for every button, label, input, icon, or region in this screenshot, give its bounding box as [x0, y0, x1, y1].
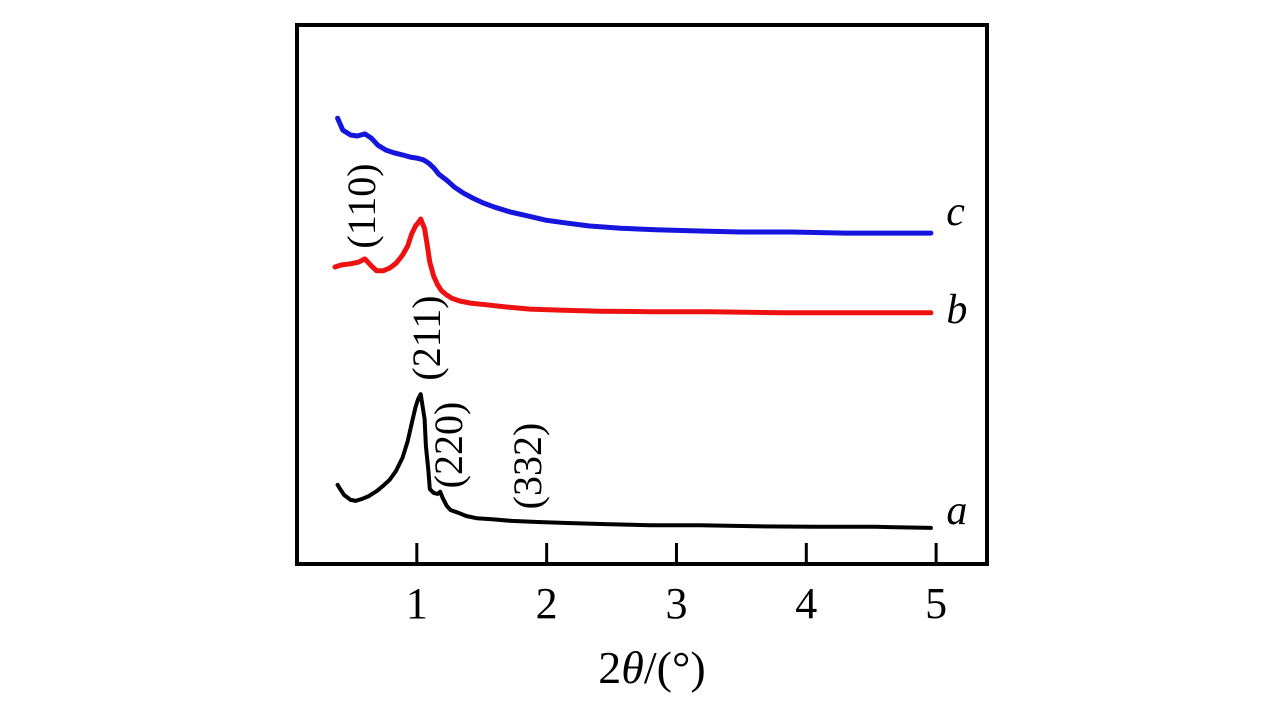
x-axis-label: 2θ/(°)	[598, 642, 706, 693]
curve-a	[335, 392, 933, 530]
peak-annotation-332: (332)	[505, 422, 551, 510]
x-tick-label: 1	[405, 579, 428, 628]
x-tick-label: 4	[795, 579, 818, 628]
x-tick-label: 5	[925, 579, 948, 628]
curve-label-a: a	[946, 488, 968, 535]
curve-label-c: c	[946, 189, 965, 236]
curve-b	[332, 216, 934, 316]
peak-annotation-211: (211)	[404, 295, 450, 381]
peak-annotation-220: (220)	[426, 401, 472, 489]
x-tick-label: 2	[535, 579, 558, 628]
plot-border	[295, 23, 989, 566]
x-tick-label: 3	[665, 579, 688, 628]
curve-label-b: b	[946, 287, 968, 334]
peak-annotation-110: (110)	[339, 163, 385, 249]
curve-c	[335, 115, 934, 236]
